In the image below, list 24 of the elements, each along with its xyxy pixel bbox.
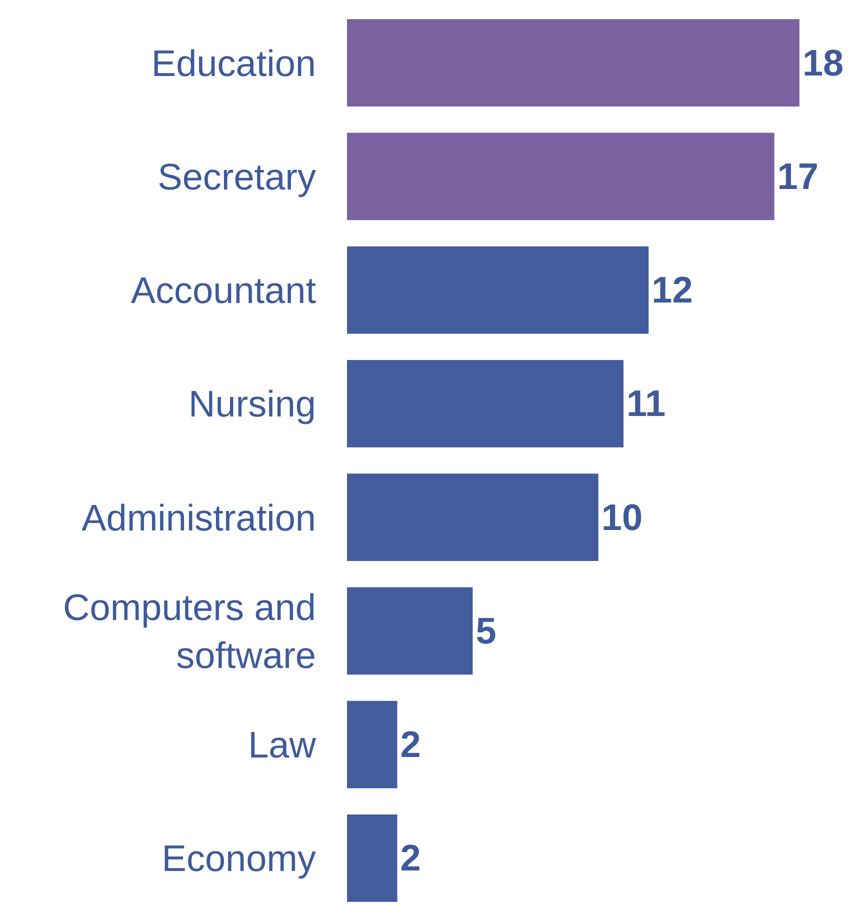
bar — [347, 132, 774, 220]
data-label: 11 — [626, 383, 666, 424]
bar — [347, 360, 624, 448]
y-tick-label: Nursing — [188, 384, 316, 425]
y-tick-label: Computers and software — [63, 586, 316, 676]
bar — [347, 246, 649, 334]
bar — [347, 700, 398, 788]
y-tick-label: Accountant — [130, 270, 317, 312]
bar — [347, 19, 800, 107]
y-tick-label: Law — [248, 724, 316, 766]
y-tick-label: Administration — [82, 497, 316, 538]
data-label: 18 — [802, 42, 844, 84]
bar — [347, 587, 473, 675]
bar — [347, 474, 598, 562]
data-label: 17 — [777, 156, 818, 197]
data-label: 2 — [400, 838, 421, 879]
data-label: 10 — [601, 496, 643, 538]
data-label: 2 — [400, 724, 421, 766]
y-tick-label: Education — [151, 42, 316, 84]
data-label: 5 — [476, 610, 496, 652]
bar — [347, 814, 398, 902]
data-label: 12 — [652, 270, 693, 311]
y-tick-label: Economy — [162, 838, 316, 880]
y-tick-label: Secretary — [158, 156, 316, 198]
